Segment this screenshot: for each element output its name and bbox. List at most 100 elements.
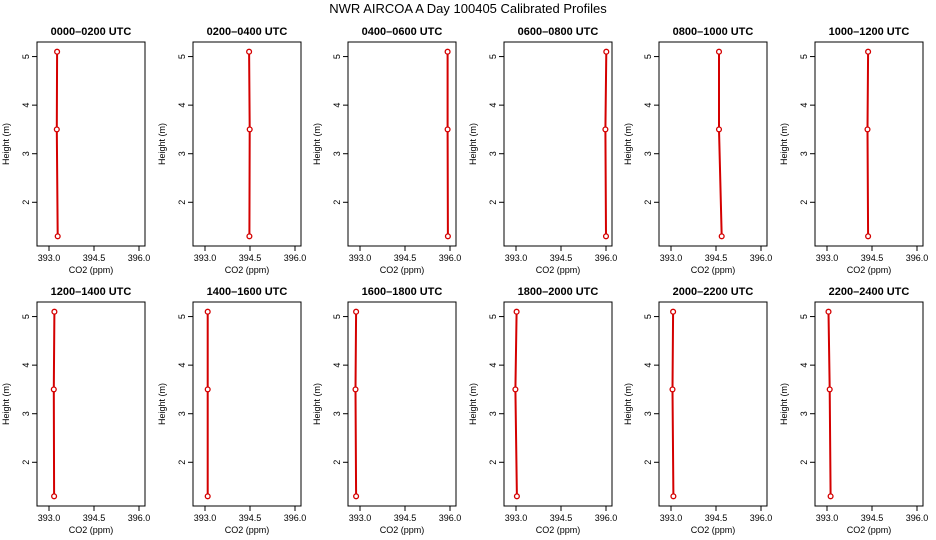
y-tick-label: 5 — [643, 54, 653, 59]
data-point — [353, 493, 360, 500]
data-point — [715, 126, 723, 133]
y-axis-label: Height (m) — [779, 383, 789, 425]
y-tick-label: 3 — [799, 151, 809, 156]
x-tick-label: 393.0 — [194, 513, 217, 523]
profile-line — [248, 51, 251, 237]
y-tick-label: 5 — [488, 54, 498, 59]
data-point — [204, 386, 211, 393]
profile-line — [866, 51, 870, 237]
x-tick-label: 396.0 — [128, 253, 151, 263]
data-point — [669, 386, 676, 393]
y-tick-label: 5 — [799, 314, 809, 319]
x-tick-label: 396.0 — [595, 513, 618, 523]
x-tick-label: 394.5 — [705, 513, 728, 523]
x-tick-label: 394.5 — [83, 253, 106, 263]
y-tick-label: 3 — [332, 151, 342, 156]
x-tick-label: 396.0 — [595, 253, 618, 263]
x-tick-label: 393.0 — [816, 513, 839, 523]
x-tick-label: 396.0 — [128, 513, 151, 523]
y-tick-label: 3 — [21, 151, 31, 156]
data-point — [246, 126, 253, 133]
y-axis-label: Height (m) — [468, 123, 478, 165]
data-point — [246, 233, 253, 240]
data-point — [670, 308, 677, 315]
panel-title: 0800–1000 UTC — [673, 26, 754, 38]
panel-title: 2200–2400 UTC — [829, 286, 910, 298]
plot-frame — [814, 41, 924, 247]
x-tick-label: 396.0 — [750, 513, 773, 523]
data-point — [50, 386, 57, 393]
y-axis-label: Height (m) — [468, 383, 478, 425]
panel-title: 2000–2200 UTC — [673, 286, 754, 298]
panel-title: 1800–2000 UTC — [518, 286, 599, 298]
x-axis-label: CO2 (ppm) — [536, 265, 581, 275]
y-tick-label: 2 — [488, 200, 498, 205]
x-tick-label: 393.0 — [349, 513, 372, 523]
y-tick-label: 4 — [332, 103, 342, 108]
y-tick-label: 2 — [799, 460, 809, 465]
y-tick-label: 4 — [643, 363, 653, 368]
x-axis-label: CO2 (ppm) — [847, 525, 892, 535]
y-tick-label: 2 — [332, 460, 342, 465]
profile-panel: 1800–2000 UTC 393.0 394.5 396.0 CO2 (ppm) 2 3 4… — [468, 286, 617, 535]
profile-line — [55, 51, 59, 237]
data-point — [204, 308, 211, 315]
profile-line — [514, 311, 518, 497]
y-tick-label: 5 — [332, 314, 342, 319]
profile-panel: 1400–1600 UTC 393.0 394.5 396.0 CO2 (ppm) 2 3 4… — [157, 286, 306, 535]
data-point — [513, 493, 520, 500]
y-tick-label: 5 — [488, 314, 498, 319]
y-tick-label: 4 — [21, 103, 31, 108]
x-tick-label: 394.5 — [239, 253, 262, 263]
y-tick-label: 5 — [643, 314, 653, 319]
x-axis-label: CO2 (ppm) — [691, 525, 736, 535]
data-point — [513, 308, 520, 315]
y-tick-label: 4 — [21, 363, 31, 368]
data-point — [715, 48, 723, 55]
data-point — [864, 126, 871, 133]
y-axis-label: Height (m) — [312, 383, 322, 425]
x-axis-label: CO2 (ppm) — [847, 265, 892, 275]
data-point — [512, 386, 519, 393]
y-tick-label: 2 — [21, 460, 31, 465]
x-tick-label: 394.5 — [550, 253, 573, 263]
y-tick-label: 2 — [488, 460, 498, 465]
plot-frame — [36, 41, 146, 247]
panel-title: 1000–1200 UTC — [829, 26, 910, 38]
panel-title: 0600–0800 UTC — [518, 26, 599, 38]
y-axis-label: Height (m) — [157, 383, 167, 425]
plot-frame — [658, 301, 768, 507]
x-tick-label: 393.0 — [505, 253, 528, 263]
profile-panel: 0400–0600 UTC 393.0 394.5 396.0 CO2 (ppm) 2 3 4… — [312, 26, 461, 275]
y-axis-label: Height (m) — [1, 123, 11, 165]
y-tick-label: 3 — [332, 411, 342, 416]
y-axis-label: Height (m) — [623, 383, 633, 425]
y-tick-label: 3 — [643, 151, 653, 156]
data-point — [865, 48, 872, 55]
y-tick-label: 2 — [177, 200, 187, 205]
x-tick-label: 394.5 — [550, 513, 573, 523]
profile-panel: 1600–1800 UTC 393.0 394.5 396.0 CO2 (ppm) 2 3 4… — [312, 286, 461, 535]
x-axis-label: CO2 (ppm) — [69, 525, 114, 535]
data-point — [246, 48, 253, 55]
profile-panel: 2000–2200 UTC 393.0 394.5 396.0 CO2 (ppm) 2 3 4… — [623, 286, 772, 535]
panel-title: 1200–1400 UTC — [51, 286, 132, 298]
data-point — [352, 386, 359, 393]
plot-frame — [192, 41, 302, 247]
x-tick-label: 393.0 — [38, 253, 61, 263]
profile-line — [827, 311, 832, 497]
x-axis-label: CO2 (ppm) — [691, 265, 736, 275]
profile-line — [718, 51, 723, 237]
data-point — [444, 126, 451, 133]
y-tick-label: 3 — [177, 151, 187, 156]
data-point — [53, 126, 60, 133]
y-tick-label: 5 — [21, 314, 31, 319]
y-tick-label: 4 — [177, 103, 187, 108]
panel-title: 1400–1600 UTC — [207, 286, 288, 298]
data-point — [602, 233, 610, 240]
y-axis-label: Height (m) — [1, 383, 11, 425]
plot-frame — [347, 41, 457, 247]
plot-frame — [192, 301, 302, 507]
data-point — [51, 308, 58, 315]
x-axis-label: CO2 (ppm) — [380, 265, 425, 275]
